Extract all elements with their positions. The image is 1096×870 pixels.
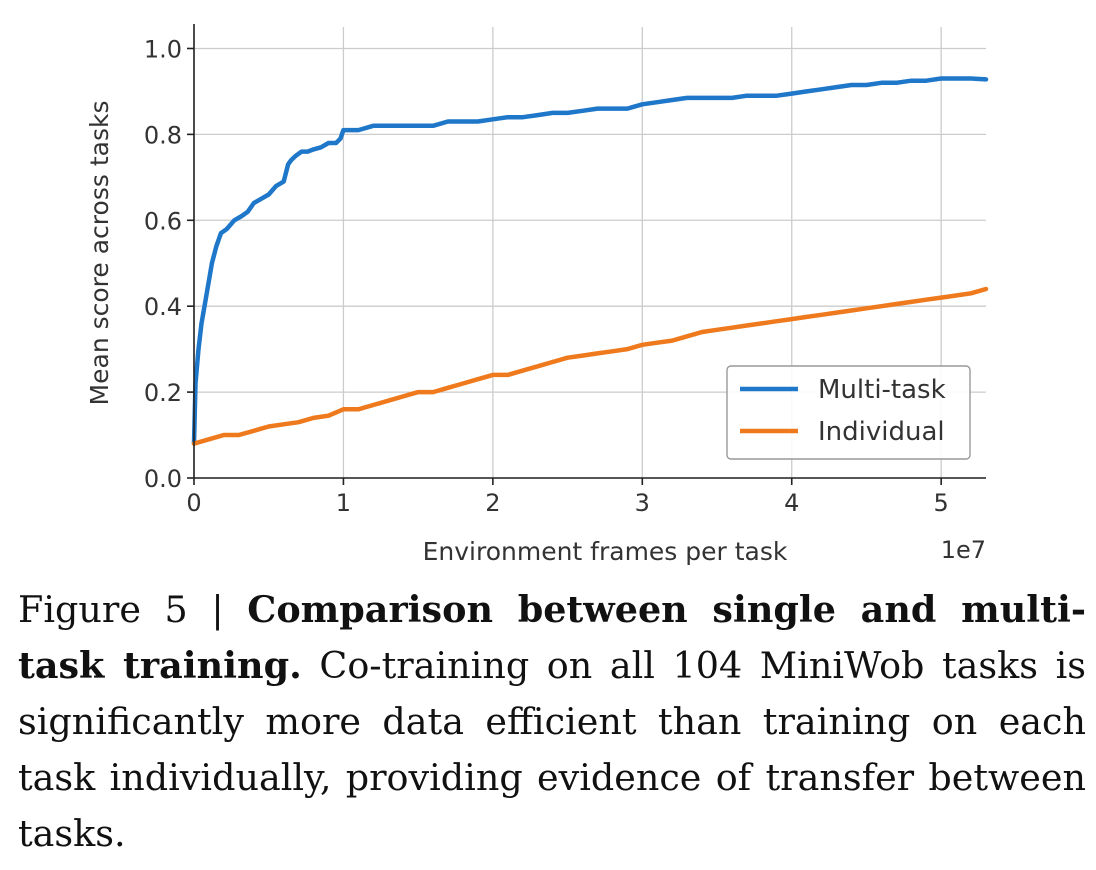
legend-label-individual: Individual	[818, 417, 945, 447]
y-tick-label: 1.0	[144, 35, 182, 63]
x-tick-label: 0	[186, 489, 201, 517]
legend-label-multi-task: Multi-task	[818, 375, 946, 405]
caption-title: Comparison between single and multi-task…	[18, 588, 1086, 687]
figure-caption: Figure 5 | Comparison between single and…	[18, 582, 1086, 862]
x-tick-label: 4	[784, 489, 799, 517]
chart-legend: Multi-task Individual	[726, 365, 971, 460]
y-tick-label: 0.2	[144, 379, 182, 407]
x-tick-label: 1	[336, 489, 351, 517]
y-axis-title: Mean score across tasks	[85, 101, 114, 406]
chart-series	[191, 76, 989, 446]
y-tick-label: 0.6	[144, 207, 182, 235]
y-tick-label: 0.0	[144, 465, 182, 493]
y-tick-label: 0.8	[144, 121, 182, 149]
x-axis-title: Environment frames per task	[423, 537, 788, 566]
line-chart: 0 1 2 3 4 5 0.0 0.2 0.4 0.6 0.8 1.0 Environment fra…	[85, 24, 989, 566]
caption-figure-label: Figure 5 |	[18, 588, 248, 631]
x-axis-offset-label: 1e7	[941, 536, 986, 564]
y-tick-label: 0.4	[144, 293, 182, 321]
x-tick-label: 3	[635, 489, 650, 517]
series-line-individual	[191, 286, 989, 446]
x-tick-label: 2	[485, 489, 500, 517]
chart-ticks: 0 1 2 3 4 5 0.0 0.2 0.4 0.6 0.8 1.0	[144, 35, 949, 517]
caption-body: Co-training on all 104 MiniWob tasks is …	[18, 644, 1086, 855]
x-tick-label: 5	[934, 489, 949, 517]
chart-axes	[193, 24, 986, 479]
series-line-multi-task	[191, 76, 989, 446]
